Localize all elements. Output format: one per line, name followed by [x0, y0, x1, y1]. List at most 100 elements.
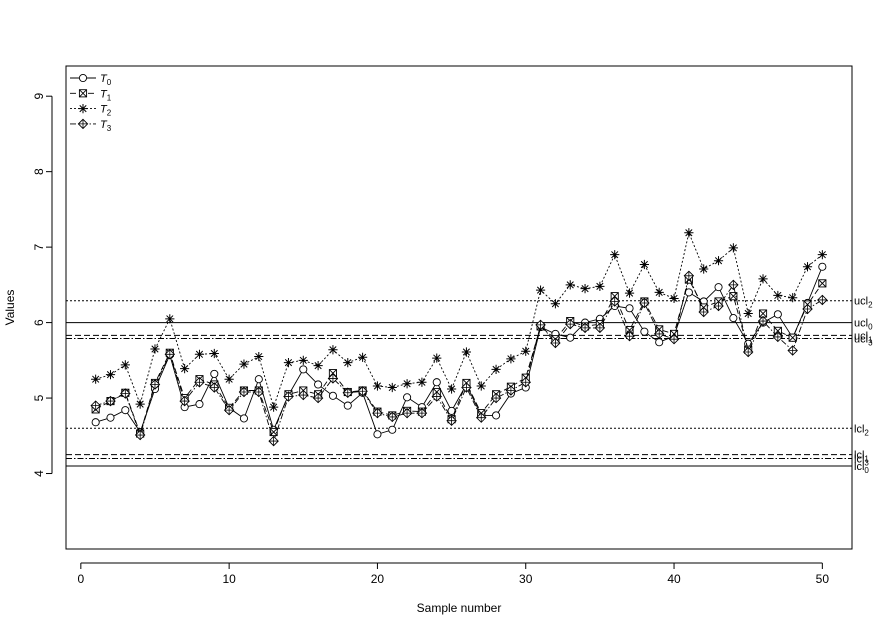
y-tick-label: 7	[32, 243, 46, 250]
data-point-plus	[254, 387, 264, 397]
data-point	[817, 294, 828, 306]
data-point	[535, 319, 546, 331]
data-point-plus	[417, 408, 427, 418]
data-point-plus	[728, 280, 738, 290]
data-point	[802, 303, 813, 315]
axes: 0 10 20 30 40 50 4 5 6 7 8 9	[32, 93, 829, 586]
data-point	[788, 333, 797, 342]
data-point-plus	[387, 412, 397, 422]
series-t2	[91, 228, 827, 412]
data-point	[624, 288, 635, 298]
data-point	[655, 338, 664, 347]
data-point-plus	[150, 379, 160, 390]
data-point	[520, 376, 531, 388]
data-point	[283, 357, 294, 368]
legend-label: T0	[100, 73, 112, 87]
data-point	[387, 411, 398, 423]
data-point	[654, 287, 664, 298]
data-point	[683, 270, 695, 282]
control-limit-label: lcl2	[854, 423, 869, 437]
data-point	[254, 351, 264, 362]
data-point-cross	[329, 369, 337, 378]
data-point	[358, 352, 368, 362]
data-point-plus	[224, 405, 234, 415]
data-point-plus	[372, 408, 383, 418]
data-point-plus	[595, 323, 605, 333]
data-point-plus	[669, 334, 679, 344]
data-point-plus	[343, 388, 353, 398]
data-point	[818, 279, 827, 288]
data-point	[490, 392, 502, 404]
x-tick-label: 10	[222, 572, 236, 586]
data-point-plus	[610, 296, 620, 307]
data-point	[787, 345, 798, 356]
legend-label: T2	[100, 104, 112, 118]
data-point	[223, 404, 235, 416]
data-point	[416, 407, 428, 419]
legend-item: T2	[70, 104, 112, 118]
data-point	[78, 104, 88, 114]
data-point	[77, 118, 89, 130]
data-point	[105, 395, 116, 407]
data-point	[343, 401, 352, 410]
data-point	[210, 369, 219, 378]
data-point	[299, 365, 308, 374]
data-point	[773, 290, 783, 301]
data-point-plus	[328, 373, 338, 384]
data-point	[713, 256, 724, 266]
data-point	[566, 333, 575, 342]
data-point-plus	[313, 393, 323, 403]
data-point	[343, 357, 353, 368]
data-point	[446, 384, 457, 394]
data-point	[564, 318, 576, 330]
legend-label: T1	[100, 88, 112, 102]
x-tick-label: 0	[77, 572, 84, 586]
data-point	[78, 73, 88, 83]
y-tick-label: 5	[32, 394, 46, 401]
data-point-plus	[565, 319, 575, 329]
data-point-plus	[105, 396, 116, 406]
data-point-cross	[670, 329, 678, 338]
data-point-cross	[788, 333, 797, 342]
data-point	[238, 386, 250, 398]
y-tick-label: 9	[32, 93, 46, 100]
data-point	[595, 281, 605, 291]
data-point	[387, 382, 397, 393]
series-t0	[91, 262, 827, 439]
data-point	[432, 353, 442, 363]
control-limit-label: ucl2	[854, 296, 873, 310]
data-point	[669, 293, 679, 304]
data-point	[506, 354, 516, 364]
data-point-plus	[476, 413, 486, 423]
data-point	[120, 360, 130, 370]
data-point-plus	[788, 345, 798, 356]
data-point-plus	[773, 332, 783, 342]
data-point	[728, 279, 739, 291]
data-point	[698, 306, 709, 318]
data-point	[580, 284, 590, 294]
data-point-plus	[506, 385, 516, 396]
data-point	[640, 327, 649, 336]
control-limit-label: ucl0	[854, 318, 873, 332]
data-point	[461, 382, 472, 393]
data-point	[594, 322, 606, 334]
data-point	[625, 304, 634, 313]
legend-label: T3	[100, 119, 112, 133]
data-point	[239, 359, 249, 369]
data-point	[134, 429, 146, 441]
y-tick-label: 4	[32, 470, 46, 477]
data-point	[312, 392, 324, 404]
data-point	[476, 412, 487, 423]
data-point-plus	[802, 304, 813, 314]
data-point-plus	[269, 436, 279, 446]
data-point-plus	[298, 390, 308, 400]
data-point-plus	[78, 119, 88, 129]
data-point	[788, 293, 798, 303]
data-point	[328, 391, 337, 400]
control-limit-label: ucl3	[854, 333, 873, 347]
data-point	[639, 259, 649, 270]
data-point	[610, 250, 620, 260]
data-point	[283, 391, 294, 402]
data-point	[653, 328, 665, 340]
